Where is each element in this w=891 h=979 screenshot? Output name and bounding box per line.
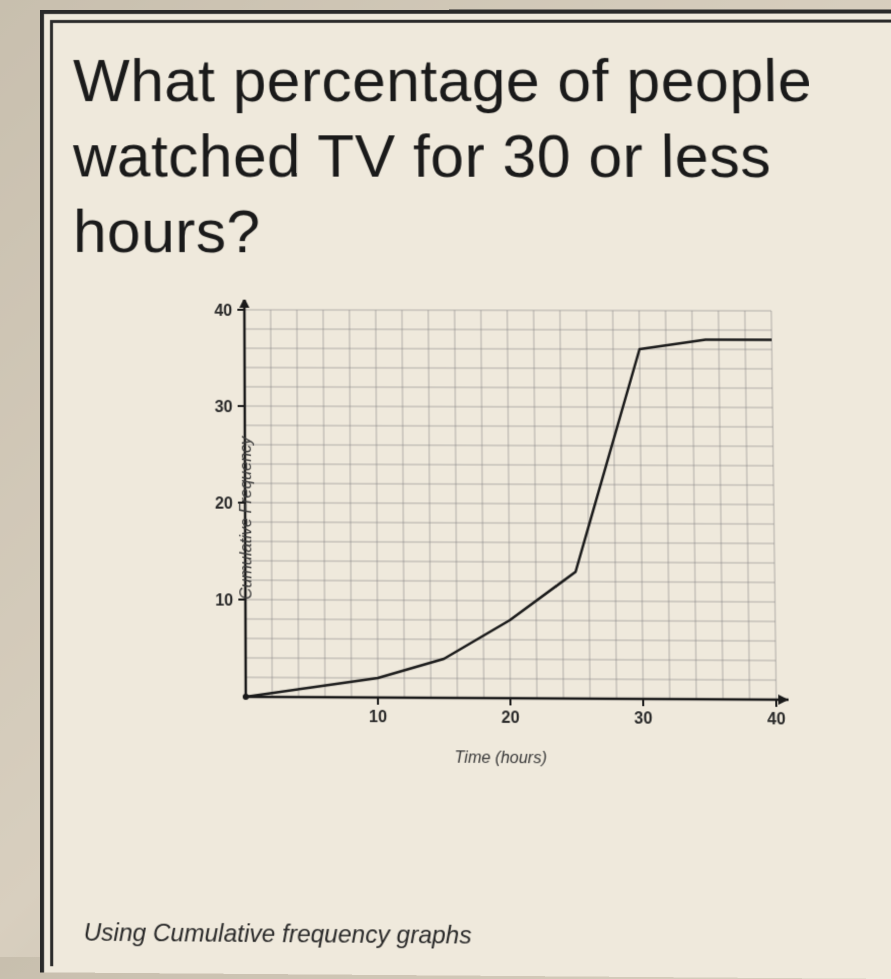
svg-text:20: 20 — [215, 495, 233, 512]
svg-text:10: 10 — [215, 592, 233, 609]
x-axis-label: Time (hours) — [454, 749, 547, 768]
cumulative-frequency-chart: Cumulative Frequency 1020304010203040 Ti… — [184, 300, 818, 742]
svg-text:20: 20 — [501, 709, 519, 727]
svg-text:30: 30 — [215, 399, 233, 416]
inner-frame: What percentage of people watched TV for… — [50, 20, 891, 973]
svg-text:40: 40 — [767, 711, 786, 729]
worksheet-page: What percentage of people watched TV for… — [40, 9, 891, 979]
question-line-1: What percentage of people — [73, 47, 812, 115]
question-line-2: watched TV for 30 or less — [73, 122, 771, 190]
svg-text:10: 10 — [369, 709, 387, 727]
svg-text:40: 40 — [214, 303, 232, 320]
chart-svg: 10 20 30 40 10 20 30 40 — [184, 300, 818, 742]
question-text: What percentage of people watched TV for… — [73, 43, 885, 271]
footer-caption: Using Cumulative frequency graphs — [84, 919, 472, 951]
svg-text:30: 30 — [634, 710, 652, 728]
question-line-3: hours? — [73, 198, 261, 266]
y-axis-label: Cumulative Frequency — [238, 436, 257, 599]
